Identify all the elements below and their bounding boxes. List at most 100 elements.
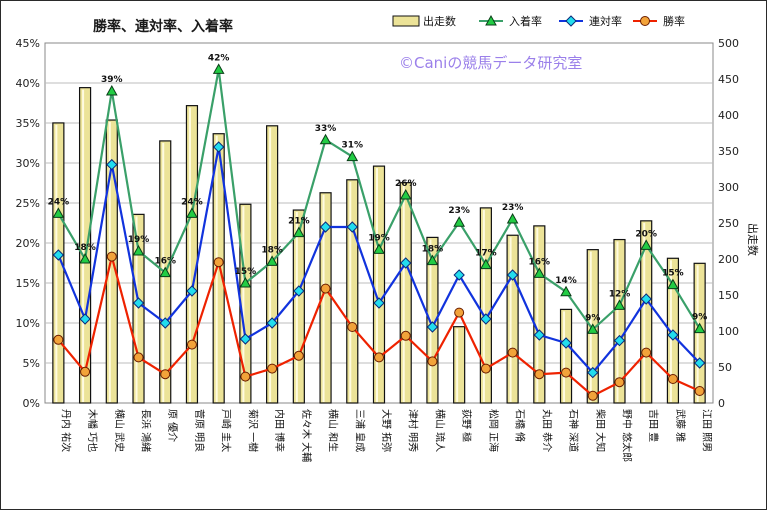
data-label: 14%: [555, 276, 577, 286]
y2-tick-label: 250: [718, 217, 739, 230]
circle-marker: [534, 369, 545, 380]
triangle-marker: [640, 239, 653, 250]
data-labels: 24% 18% 39% 19% 16% 24% 42% 15% 18% 21% 33% 31% 19% 2…: [48, 53, 708, 323]
diamond-marker: [400, 257, 412, 269]
diamond-marker: [132, 297, 145, 309]
y-tick-label: 10%: [16, 317, 40, 330]
triangle-marker: [132, 244, 145, 256]
legend-label: 出走数: [423, 14, 456, 28]
circle-marker: [507, 347, 518, 358]
circle-marker: [53, 334, 64, 345]
legend-marker: [565, 15, 577, 27]
diamond-marker: [293, 285, 305, 297]
circle-marker: [614, 377, 625, 388]
bar: [52, 122, 65, 404]
category-label: 吉田 豊: [647, 409, 660, 442]
bar: [185, 105, 199, 404]
triangle-marker: [693, 322, 706, 334]
circle-marker: [240, 371, 251, 382]
bar: [559, 308, 573, 404]
diamond-marker: [319, 221, 332, 233]
circle-marker: [454, 307, 465, 318]
data-label: 42%: [208, 53, 230, 63]
y2-tick-label: 350: [718, 145, 739, 158]
y2-tick-label: 100: [718, 325, 739, 338]
triangle-marker: [453, 216, 466, 227]
diamond-marker: [373, 297, 385, 309]
y2-axis-label: 出走数: [746, 223, 760, 256]
data-label: 23%: [448, 206, 470, 216]
legend-label: 連対率: [589, 14, 622, 28]
y-tick-label: 40%: [16, 77, 40, 90]
circle-marker: [374, 352, 384, 363]
circle-marker: [186, 339, 197, 350]
y2-tick-label: 200: [718, 253, 739, 266]
diamond-marker: [239, 333, 252, 345]
data-label: 18%: [261, 245, 283, 255]
data-label: 39%: [101, 75, 123, 85]
data-label: 19%: [368, 233, 390, 243]
y-tick-label: 20%: [16, 237, 40, 250]
diamond-marker: [159, 317, 171, 329]
triangle-marker: [399, 188, 412, 200]
data-label: 15%: [235, 267, 257, 277]
category-label: 石神 深道: [567, 409, 580, 452]
category-label: 横山 武史: [113, 409, 126, 452]
circle-marker: [133, 352, 144, 363]
category-label: 原 優介: [166, 409, 179, 442]
circle-marker: [427, 356, 438, 367]
data-label: 19%: [128, 235, 150, 245]
data-label: 24%: [181, 197, 203, 207]
y-tick-label: 30%: [16, 157, 40, 170]
data-label: 26%: [395, 179, 417, 189]
data-label: 31%: [342, 141, 364, 151]
y2-tick-label: 500: [718, 37, 739, 50]
y-tick-label: 0%: [23, 397, 40, 410]
bar: [533, 225, 546, 404]
triangle-marker: [266, 255, 278, 266]
y2-tick-label: 50: [718, 361, 732, 374]
triangle-marker: [159, 266, 172, 278]
circle-marker: [347, 322, 358, 332]
circle-marker: [320, 283, 331, 294]
data-label: 24%: [48, 197, 70, 207]
circle-marker: [480, 363, 491, 374]
category-label: 石橋 脩: [514, 409, 527, 442]
triangle-marker: [426, 254, 439, 266]
data-label: 18%: [422, 245, 444, 255]
y-axis-left: 0% 5% 10% 15% 20% 25% 30% 35% 40% 45%: [16, 37, 40, 410]
diamond-marker: [426, 321, 439, 333]
category-label: 内田 博幸: [273, 409, 286, 452]
data-label: 33%: [315, 124, 337, 134]
legend-label: 入着率: [509, 14, 542, 28]
triangle-marker: [533, 267, 546, 278]
triangle-marker: [346, 150, 359, 162]
category-label: 菅原 明良: [193, 409, 206, 452]
category-label: 江田 照男: [701, 409, 713, 452]
diamond-marker: [587, 366, 599, 379]
legend-label: 勝率: [663, 14, 685, 28]
circle-marker: [213, 257, 224, 268]
circle-marker: [293, 350, 304, 361]
bar: [292, 209, 305, 404]
diamond-marker: [186, 285, 198, 297]
category-label: 松岡 正海: [487, 409, 500, 452]
category-label: 大野 拓弥: [380, 409, 393, 452]
diamond-marker: [346, 221, 358, 233]
legend: 出走数 入着率 連対率 勝率: [392, 14, 685, 28]
bar: [613, 238, 626, 404]
triangle-marker: [506, 212, 519, 224]
circle-marker: [561, 367, 572, 378]
bar: [479, 207, 492, 404]
y-tick-label: 15%: [16, 277, 40, 290]
diamond-marker: [640, 293, 652, 305]
diamond-marker: [106, 158, 118, 171]
y2-tick-label: 150: [718, 289, 739, 302]
bar: [426, 236, 439, 404]
triangle-marker: [667, 278, 679, 290]
data-label: 21%: [288, 217, 310, 227]
legend-swatch-bar: [392, 15, 420, 27]
data-label: 15%: [662, 269, 684, 279]
diamond-marker: [480, 313, 492, 325]
